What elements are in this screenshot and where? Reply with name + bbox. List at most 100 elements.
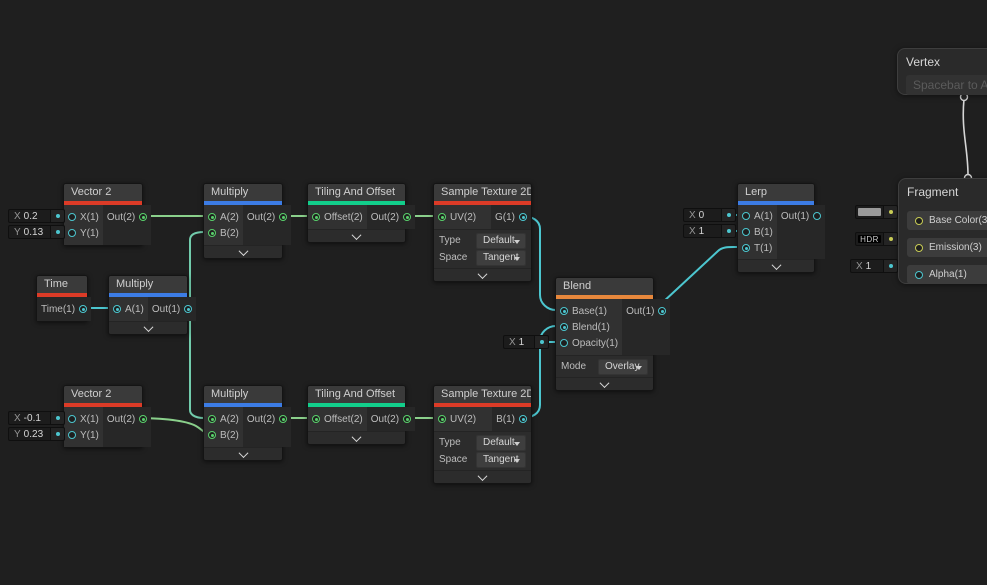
expand-chevron-button[interactable] xyxy=(434,470,531,483)
output-port-b[interactable] xyxy=(519,415,527,423)
input-port-a[interactable] xyxy=(208,213,216,221)
field-fragment-emission[interactable]: HDR xyxy=(855,232,898,246)
input-port-blend[interactable] xyxy=(560,323,568,331)
space-dropdown[interactable]: Tangent xyxy=(476,451,526,468)
node-time[interactable]: Time Time(1) xyxy=(36,275,92,322)
wire-vertex-to-fragment[interactable] xyxy=(962,98,969,176)
field-connector-dot[interactable] xyxy=(883,206,897,218)
output-port-out[interactable] xyxy=(139,415,148,423)
fragment-row-emission[interactable]: Emission(3) xyxy=(907,238,987,257)
node-vector2-bottom[interactable]: Vector 2 X(1) Y(1) Out(2) xyxy=(63,385,152,448)
node-title[interactable]: Vector 2 xyxy=(64,184,142,201)
field-lerp-b[interactable]: X 1 xyxy=(683,224,736,238)
node-title[interactable]: Lerp xyxy=(738,184,814,201)
node-lerp[interactable]: Lerp A(1) B(1) T(1) Out(1) xyxy=(737,183,826,273)
node-title[interactable]: Sample Texture 2D xyxy=(434,184,531,201)
expand-chevron-button[interactable] xyxy=(204,447,282,460)
field-connector-dot[interactable] xyxy=(50,428,64,440)
field-fragment-base-color[interactable] xyxy=(855,205,898,219)
block-fragment[interactable]: Fragment Base Color(3) Emission(3) Alpha… xyxy=(898,178,987,284)
input-port-b[interactable] xyxy=(742,228,750,236)
input-port-uv[interactable] xyxy=(438,213,446,221)
color-swatch[interactable] xyxy=(858,208,881,216)
input-port-b[interactable] xyxy=(208,229,216,237)
type-dropdown[interactable]: Default xyxy=(476,434,526,451)
input-port-uv[interactable] xyxy=(438,415,446,423)
node-title[interactable]: Multiply xyxy=(204,184,282,201)
node-title[interactable]: Vector 2 xyxy=(64,386,142,403)
output-port-out[interactable] xyxy=(184,305,193,313)
field-connector-dot[interactable] xyxy=(721,225,735,237)
input-port-emission[interactable] xyxy=(915,243,923,252)
mode-dropdown[interactable]: Overlay xyxy=(598,358,648,375)
field-connector-dot[interactable] xyxy=(721,209,735,221)
hdr-color-field[interactable]: HDR xyxy=(858,235,881,244)
output-port-out[interactable] xyxy=(658,307,667,315)
input-port-x[interactable] xyxy=(68,415,76,423)
input-port-a[interactable] xyxy=(742,212,750,220)
input-port-opacity[interactable] xyxy=(560,339,568,347)
field-connector-dot[interactable] xyxy=(883,260,897,272)
input-port-y[interactable] xyxy=(68,229,76,237)
node-title[interactable]: Sample Texture 2D xyxy=(434,386,531,403)
expand-chevron-button[interactable] xyxy=(308,431,405,444)
input-port-offset[interactable] xyxy=(312,415,320,423)
add-block-placeholder[interactable]: Spacebar to Add xyxy=(906,75,987,95)
node-multiply-top[interactable]: Multiply A(2) B(2) Out(2) xyxy=(203,183,292,259)
node-multiply-mid[interactable]: Multiply A(1) Out(1) xyxy=(108,275,197,335)
input-port-base[interactable] xyxy=(560,307,568,315)
output-port-out[interactable] xyxy=(139,213,148,221)
node-tiling-offset-top[interactable]: Tiling And Offset Offset(2) Out(2) xyxy=(307,183,416,243)
output-port-out[interactable] xyxy=(403,415,412,423)
output-port-out[interactable] xyxy=(279,213,288,221)
input-port-base-color[interactable] xyxy=(915,216,923,225)
expand-chevron-button[interactable] xyxy=(308,229,405,242)
node-blend[interactable]: Blend Base(1) Blend(1) Opacity(1) Out(1)… xyxy=(555,277,671,391)
input-port-y[interactable] xyxy=(68,431,76,439)
field-lerp-a[interactable]: X 0 xyxy=(683,208,736,222)
type-dropdown[interactable]: Default xyxy=(476,232,526,249)
field-vector2-bottom-x[interactable]: X -0.1 xyxy=(8,411,65,425)
expand-chevron-button[interactable] xyxy=(109,321,187,334)
input-port-a[interactable] xyxy=(113,305,121,313)
output-port-out[interactable] xyxy=(813,212,822,220)
input-port-alpha[interactable] xyxy=(915,270,923,279)
field-vector2-bottom-y[interactable]: Y 0.23 xyxy=(8,427,65,441)
input-port-offset[interactable] xyxy=(312,213,320,221)
node-title[interactable]: Multiply xyxy=(109,276,187,293)
output-port-time[interactable] xyxy=(79,305,88,313)
output-port-g[interactable] xyxy=(519,213,527,221)
expand-chevron-button[interactable] xyxy=(204,245,282,258)
node-tiling-offset-bottom[interactable]: Tiling And Offset Offset(2) Out(2) xyxy=(307,385,416,445)
field-connector-dot[interactable] xyxy=(883,233,897,245)
node-title[interactable]: Tiling And Offset xyxy=(308,184,405,201)
node-multiply-bottom[interactable]: Multiply A(2) B(2) Out(2) xyxy=(203,385,292,461)
node-title[interactable]: Tiling And Offset xyxy=(308,386,405,403)
node-title[interactable]: Multiply xyxy=(204,386,282,403)
fragment-row-base-color[interactable]: Base Color(3) xyxy=(907,211,987,230)
expand-chevron-button[interactable] xyxy=(556,377,653,390)
node-sample-texture-top[interactable]: Sample Texture 2D UV(2) G(1) Type Default… xyxy=(433,183,532,282)
field-vector2-top-y[interactable]: Y 0.13 xyxy=(8,225,65,239)
field-connector-dot[interactable] xyxy=(50,412,64,424)
node-vector2-top[interactable]: Vector 2 X(1) Y(1) Out(2) xyxy=(63,183,152,246)
field-blend-opacity[interactable]: X 1 xyxy=(503,335,549,349)
input-port-t[interactable] xyxy=(742,244,750,252)
output-port-out[interactable] xyxy=(403,213,412,221)
node-title[interactable]: Blend xyxy=(556,278,653,295)
expand-chevron-button[interactable] xyxy=(738,259,814,272)
field-connector-dot[interactable] xyxy=(50,226,64,238)
node-title[interactable]: Time xyxy=(37,276,87,293)
output-port-out[interactable] xyxy=(279,415,288,423)
field-connector-dot[interactable] xyxy=(534,336,548,348)
input-port-a[interactable] xyxy=(208,415,216,423)
input-port-b[interactable] xyxy=(208,431,216,439)
field-fragment-alpha[interactable]: X 1 xyxy=(850,259,898,273)
expand-chevron-button[interactable] xyxy=(434,268,531,281)
field-connector-dot[interactable] xyxy=(50,210,64,222)
block-vertex[interactable]: Vertex Spacebar to Add xyxy=(897,48,987,95)
input-port-x[interactable] xyxy=(68,213,76,221)
field-vector2-top-x[interactable]: X 0.2 xyxy=(8,209,65,223)
space-dropdown[interactable]: Tangent xyxy=(476,249,526,266)
